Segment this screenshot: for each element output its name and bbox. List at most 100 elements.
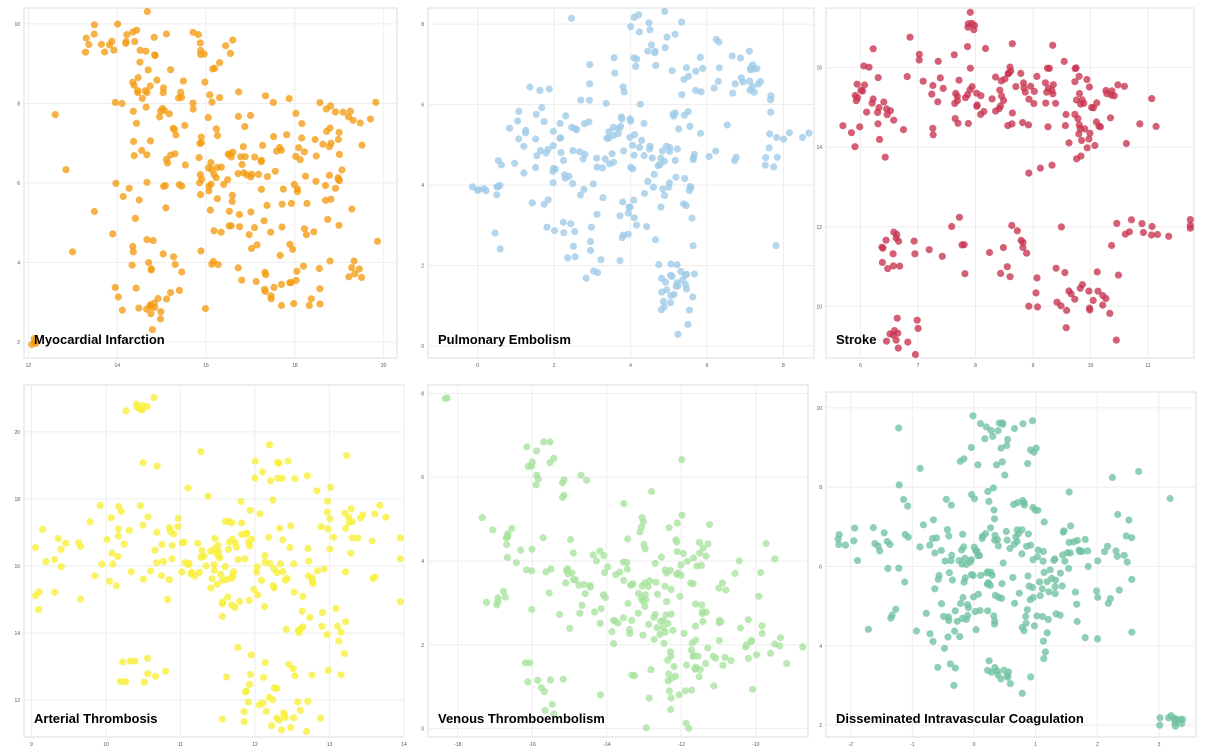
data-point [1032, 444, 1040, 452]
data-point [292, 109, 300, 117]
data-point [326, 257, 334, 265]
data-point [327, 102, 335, 110]
data-point [1025, 95, 1033, 103]
data-point [987, 524, 995, 532]
data-point [1114, 81, 1122, 89]
data-point [1078, 281, 1086, 289]
data-point [922, 609, 930, 617]
data-point [171, 260, 179, 268]
data-point [596, 619, 604, 628]
data-point [225, 222, 233, 230]
data-point [696, 53, 704, 61]
data-point [34, 606, 43, 614]
data-point [951, 627, 959, 635]
data-point [162, 155, 170, 163]
data-point [257, 156, 265, 164]
data-point [256, 510, 264, 518]
data-point [892, 234, 900, 242]
data-point [798, 133, 807, 142]
data-point [1041, 648, 1049, 656]
data-point [690, 270, 699, 278]
data-point [123, 31, 131, 39]
data-point [942, 495, 950, 503]
data-point [714, 77, 722, 85]
data-point [159, 557, 168, 566]
data-point [955, 557, 963, 565]
data-point [144, 513, 152, 521]
data-point [627, 23, 635, 31]
data-point [234, 643, 242, 652]
data-point [585, 118, 593, 126]
data-point [114, 552, 122, 561]
data-point [252, 277, 260, 286]
data-point [1050, 556, 1058, 565]
data-point [1115, 586, 1123, 594]
data-point [667, 694, 675, 702]
data-point [853, 94, 862, 102]
data-point [869, 524, 877, 532]
data-point [74, 539, 83, 547]
data-point [172, 131, 180, 139]
data-point [559, 218, 568, 226]
data-point [114, 20, 122, 28]
data-point [90, 30, 98, 38]
data-point [1108, 241, 1116, 250]
data-point [523, 443, 531, 451]
data-point [320, 565, 328, 573]
data-point [736, 624, 745, 632]
data-point [295, 629, 303, 637]
data-point [478, 514, 486, 522]
data-point [35, 588, 43, 596]
data-point [904, 502, 912, 510]
data-point [178, 268, 186, 276]
data-point [939, 84, 947, 92]
data-point [903, 73, 911, 81]
data-point [633, 55, 641, 63]
data-point [533, 471, 541, 479]
data-point [112, 582, 120, 590]
data-point [976, 420, 985, 428]
data-point [560, 229, 568, 237]
data-point [659, 624, 667, 632]
data-point [1008, 40, 1016, 48]
data-point [232, 543, 240, 551]
data-point [658, 274, 666, 282]
data-point [996, 102, 1005, 110]
data-point [653, 624, 661, 632]
data-point [158, 540, 166, 549]
data-point [936, 74, 944, 82]
y-tick-label: 6 [421, 475, 424, 481]
data-point [290, 560, 298, 568]
data-point [666, 144, 674, 152]
data-point [31, 543, 40, 552]
data-point [835, 531, 843, 539]
data-point [210, 170, 218, 178]
data-point [305, 557, 313, 565]
data-point [376, 501, 384, 509]
data-point [225, 207, 233, 215]
data-point [269, 582, 277, 590]
data-point [875, 135, 884, 143]
data-point [181, 121, 189, 129]
data-point [295, 144, 303, 152]
data-point [212, 125, 220, 133]
data-point [279, 185, 287, 193]
data-point [156, 315, 165, 323]
data-point [1051, 590, 1059, 598]
data-point [586, 237, 595, 246]
data-point [51, 111, 59, 119]
data-point [77, 595, 85, 603]
data-point [566, 624, 574, 632]
data-point [567, 220, 575, 228]
data-point [1046, 566, 1054, 574]
data-point [1035, 578, 1044, 586]
data-point [677, 561, 685, 569]
data-point [1001, 471, 1009, 479]
data-point [995, 593, 1003, 601]
y-tick-label: 4 [421, 559, 424, 565]
data-point [1061, 557, 1069, 565]
data-point [624, 599, 632, 608]
data-point [977, 571, 985, 580]
data-point [358, 273, 366, 281]
data-point [304, 544, 312, 553]
